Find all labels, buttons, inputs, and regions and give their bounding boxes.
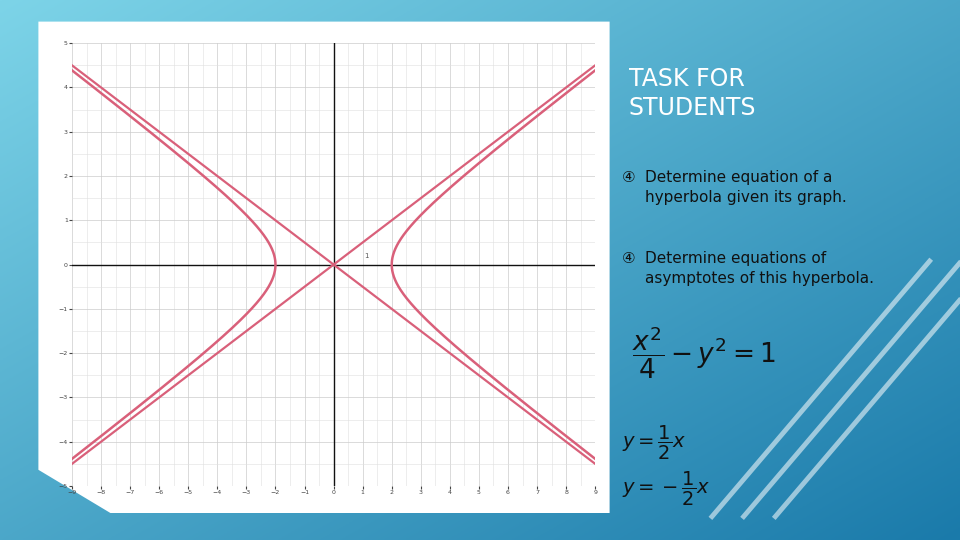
- Text: ④: ④: [622, 251, 636, 266]
- Text: $y = -\dfrac{1}{2}x$: $y = -\dfrac{1}{2}x$: [622, 470, 710, 508]
- Text: $y = \dfrac{1}{2}x$: $y = \dfrac{1}{2}x$: [622, 424, 686, 462]
- Text: TASK FOR
STUDENTS: TASK FOR STUDENTS: [629, 68, 756, 120]
- Text: Determine equation of a
hyperbola given its graph.: Determine equation of a hyperbola given …: [645, 170, 847, 206]
- Text: $\dfrac{x^2}{4} - y^2 = 1$: $\dfrac{x^2}{4} - y^2 = 1$: [632, 324, 776, 381]
- Text: 1: 1: [364, 253, 369, 259]
- Polygon shape: [38, 22, 610, 513]
- Text: ④: ④: [622, 170, 636, 185]
- Text: Determine equations of
asymptotes of this hyperbola.: Determine equations of asymptotes of thi…: [645, 251, 875, 287]
